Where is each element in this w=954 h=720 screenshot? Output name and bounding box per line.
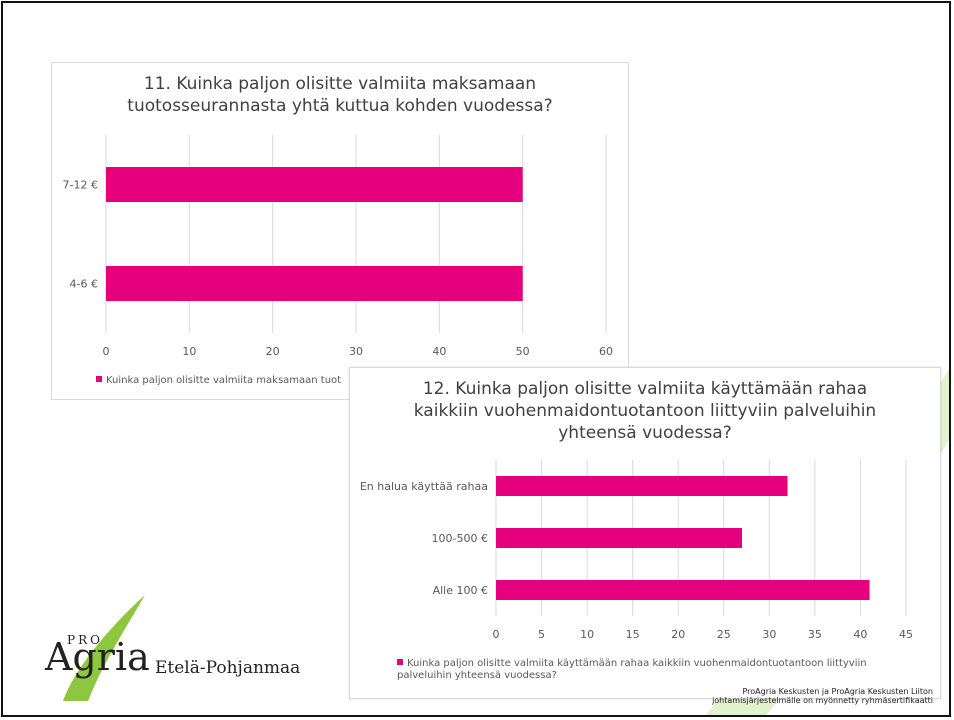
chart-12-bar [496, 580, 870, 600]
chart-11-x-tick-label: 20 [266, 345, 280, 358]
chart-12-bar [496, 528, 742, 548]
logo-region: Etelä-Pohjanmaa [155, 658, 300, 678]
certification-line-1: ProAgria Keskusten ja ProAgria Keskusten… [712, 687, 933, 696]
chart-12-legend-label: Kuinka paljon olisitte valmiita käyttämä… [397, 658, 867, 681]
chart-11-x-tick-label: 10 [182, 345, 196, 358]
chart-11-x-tick-label: 0 [103, 345, 110, 358]
chart-11: 11. Kuinka paljon olisitte valmiita maks… [51, 62, 629, 400]
chart-12-legend: Kuinka paljon olisitte valmiita käyttämä… [397, 658, 917, 682]
legend-swatch [397, 659, 403, 665]
certification-note: ProAgria Keskusten ja ProAgria Keskusten… [712, 687, 933, 705]
chart-12-x-tick-label: 25 [717, 628, 731, 641]
chart-11-bar [106, 266, 523, 301]
chart-11-plot: 0 10 20 30 40 50 60 7-12 € 4-6 € [52, 63, 630, 401]
chart-11-x-tick-label: 30 [349, 345, 363, 358]
chart-11-x-tick-label: 60 [599, 345, 613, 358]
chart-11-x-tick-label: 50 [516, 345, 530, 358]
chart-12-category-label: 100-500 € [432, 532, 488, 545]
chart-12-x-tick-label: 45 [899, 628, 913, 641]
chart-12-x-tick-label: 35 [808, 628, 822, 641]
chart-12-x-tick-label: 0 [493, 628, 500, 641]
chart-11-category-label: 4-6 € [70, 278, 98, 291]
chart-12-x-tick-label: 5 [538, 628, 545, 641]
chart-12-bar [496, 476, 788, 496]
chart-12-category-label: Alle 100 € [433, 584, 488, 597]
chart-11-legend-label: Kuinka paljon olisitte valmiita maksamaa… [106, 375, 341, 386]
chart-12-x-tick-label: 20 [671, 628, 685, 641]
certification-line-2: johtamisjärjestelmälle on myönnetty ryhm… [712, 696, 933, 705]
chart-11-category-label: 7-12 € [63, 179, 98, 192]
legend-swatch [96, 376, 102, 382]
chart-12-plot: 0 5 10 15 20 25 30 35 40 45 En halua käyttää rahaa… [350, 368, 942, 700]
chart-12-x-tick-label: 15 [626, 628, 640, 641]
chart-11-bar [106, 167, 523, 202]
chart-12: 12. Kuinka paljon olisitte valmiita käyt… [349, 367, 941, 699]
chart-12-x-tick-label: 30 [762, 628, 776, 641]
chart-12-x-tick-label: 40 [853, 628, 867, 641]
chart-11-legend: Kuinka paljon olisitte valmiita maksamaa… [96, 375, 341, 387]
chart-12-x-tick-label: 10 [580, 628, 594, 641]
logo-agria: Agria [45, 635, 150, 679]
chart-12-category-label: En halua käyttää rahaa [360, 480, 488, 493]
chart-11-x-tick-label: 40 [432, 345, 446, 358]
